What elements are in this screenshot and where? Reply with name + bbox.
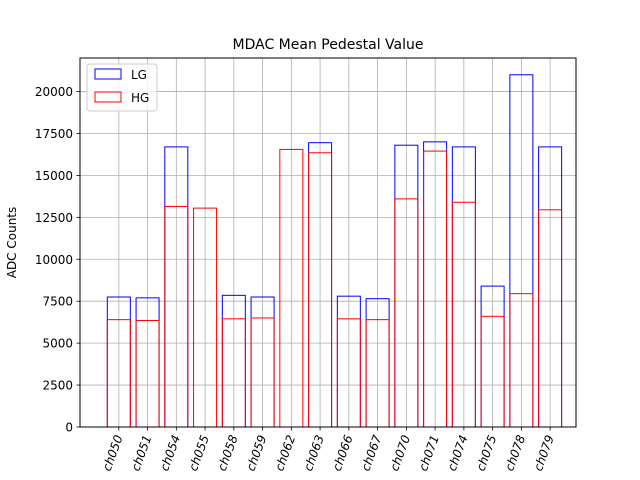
legend-label-lg: LG [131, 68, 147, 82]
y-tick-label: 0 [65, 421, 73, 435]
plot-frame [79, 57, 577, 428]
y-axis: 0 2500 5000 7500 10000 12500 15000 17500 20000 [35, 85, 80, 435]
y-tick-label: 20000 [35, 85, 73, 99]
legend-swatch-lg [94, 68, 122, 80]
chart-title: MDAC Mean Pedestal Value [233, 37, 424, 53]
grid [80, 58, 576, 428]
y-tick-label: 12500 [35, 211, 73, 225]
legend-swatch-hg [94, 91, 122, 103]
y-axis-label: ADC Counts [5, 207, 19, 279]
y-tick-label: 10000 [35, 253, 73, 267]
y-tick-label: 15000 [35, 169, 73, 183]
legend-label-hg: HG [131, 91, 149, 105]
legend-box [86, 63, 158, 112]
y-tick-label: 5000 [42, 337, 73, 351]
y-tick-label: 7500 [42, 295, 73, 309]
y-tick-label: 2500 [42, 379, 73, 393]
y-tick-label: 17500 [35, 127, 73, 141]
legend: LG HG [86, 63, 158, 112]
